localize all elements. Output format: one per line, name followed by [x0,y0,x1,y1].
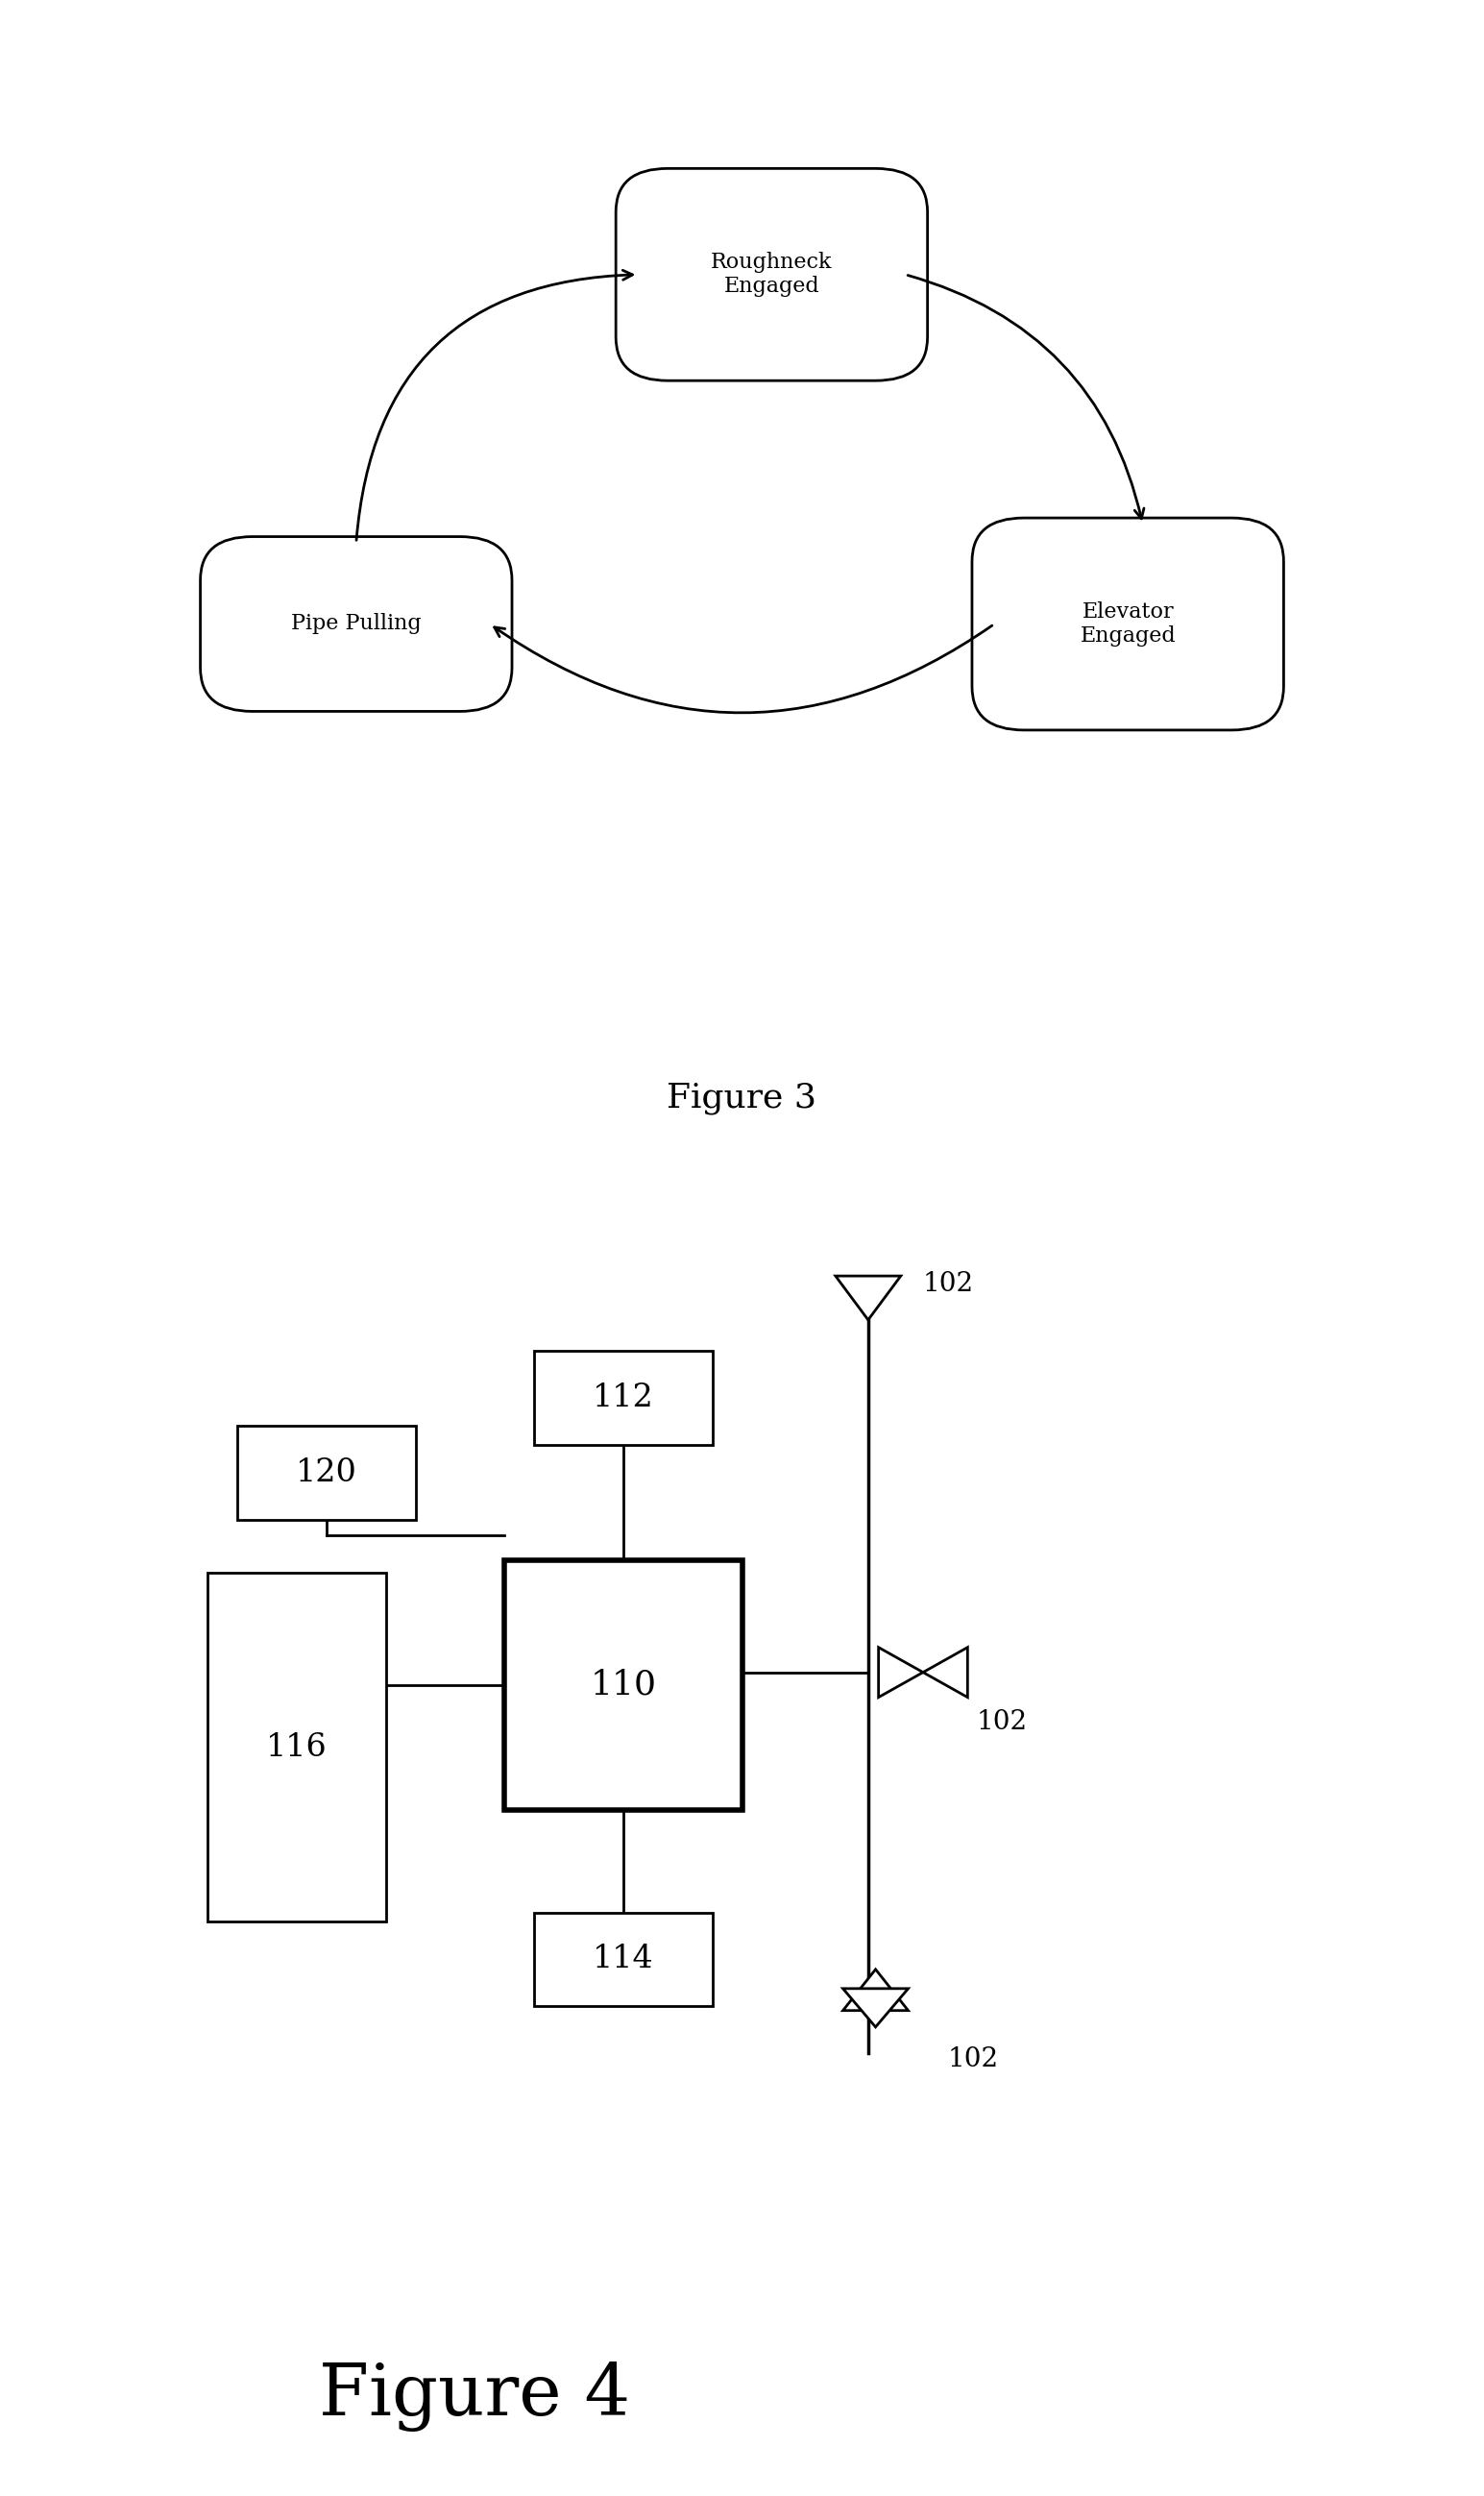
Bar [534,1912,712,2007]
FancyBboxPatch shape [972,519,1284,729]
Bar [505,1560,742,1810]
Polygon shape [879,1647,923,1697]
Text: 112: 112 [592,1383,654,1413]
Text: 120: 120 [295,1458,358,1488]
FancyBboxPatch shape [200,537,512,711]
Text: Figure 4: Figure 4 [319,2361,631,2431]
Text: Elevator
Engaged: Elevator Engaged [1080,602,1175,646]
Bar [534,1350,712,1445]
Polygon shape [923,1647,968,1697]
Polygon shape [843,1969,908,2012]
Text: 102: 102 [923,1270,974,1298]
Text: 102: 102 [947,2047,999,2072]
Text: 110: 110 [591,1667,656,1702]
FancyBboxPatch shape [616,170,928,379]
Polygon shape [843,1989,908,2027]
Text: Figure 3: Figure 3 [668,1081,816,1116]
Text: 102: 102 [976,1710,1027,1735]
Bar [237,1425,416,1520]
Polygon shape [835,1275,901,1320]
Bar [208,1572,386,1922]
Text: 116: 116 [266,1732,328,1762]
Text: 114: 114 [592,1944,654,1974]
Text: Pipe Pulling: Pipe Pulling [291,614,421,634]
Text: Roughneck
Engaged: Roughneck Engaged [711,252,833,297]
